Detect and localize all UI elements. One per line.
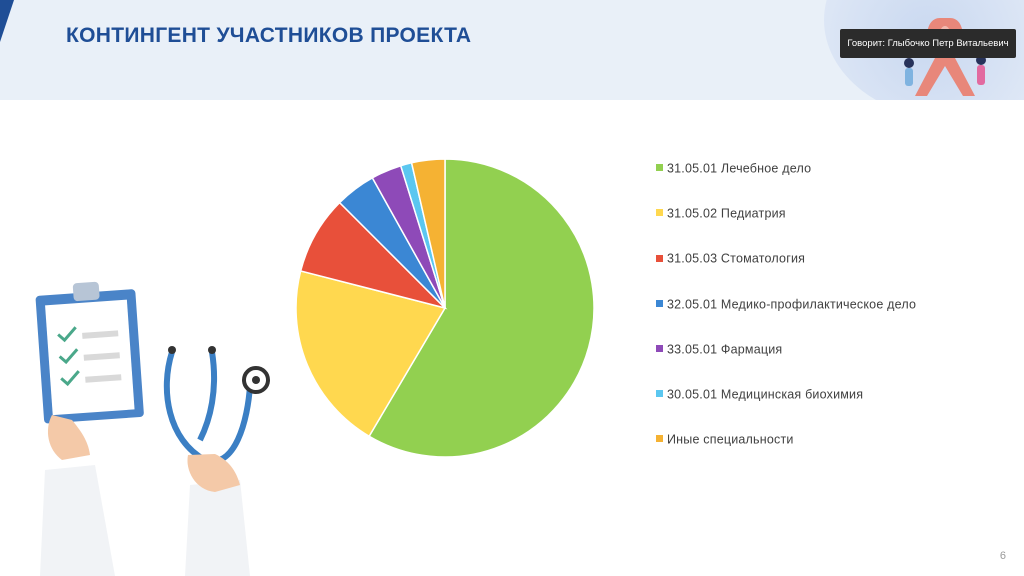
legend-item: 31.05.01 Лечебное дело — [656, 161, 811, 179]
legend-item: 31.05.02 Педиатрия — [656, 206, 786, 224]
legend-label: 32.05.01 Медико-профилактическое дело — [667, 297, 917, 312]
doctor-illustration — [35, 281, 270, 576]
legend-swatch — [656, 299, 663, 307]
legend-swatch — [656, 164, 663, 172]
pie-slice — [410, 158, 446, 309]
legend-swatch — [656, 345, 663, 352]
legend-label: Иные специальности — [667, 432, 794, 447]
legend-label: 31.05.03 Стоматология — [667, 252, 806, 267]
legend-swatch — [656, 435, 663, 443]
legend-item: 30.05.01 Медицинская биохимия — [656, 387, 863, 405]
slide-title: КОНТИНГЕНТ УЧАСТНИКОВ ПРОЕКТА — [66, 24, 472, 47]
pie-chart — [295, 158, 595, 458]
speaker-indicator: Говорит: Глыбочко Петр Витальевич — [840, 29, 1016, 58]
legend-label: 30.05.01 Медицинская биохимия — [667, 387, 864, 402]
legend-item: 31.05.03 Стоматология — [656, 251, 805, 269]
legend-item: Иные специальности — [656, 432, 794, 450]
pie-slice — [368, 158, 595, 458]
legend-label: 33.05.01 Фармация — [667, 342, 783, 357]
legend-item: 32.05.01 Медико-профилактическое дело — [656, 297, 916, 315]
pie-slice — [295, 270, 447, 438]
page-number: 6 — [999, 550, 1006, 562]
legend-swatch — [656, 254, 663, 262]
legend-item: 33.05.01 Фармация — [656, 342, 782, 360]
header-corner-decoration — [0, 0, 14, 42]
legend-swatch — [656, 390, 663, 398]
legend-label: 31.05.02 Педиатрия — [667, 206, 786, 221]
legend-swatch — [656, 209, 663, 217]
legend-label: 31.05.01 Лечебное дело — [667, 161, 812, 176]
